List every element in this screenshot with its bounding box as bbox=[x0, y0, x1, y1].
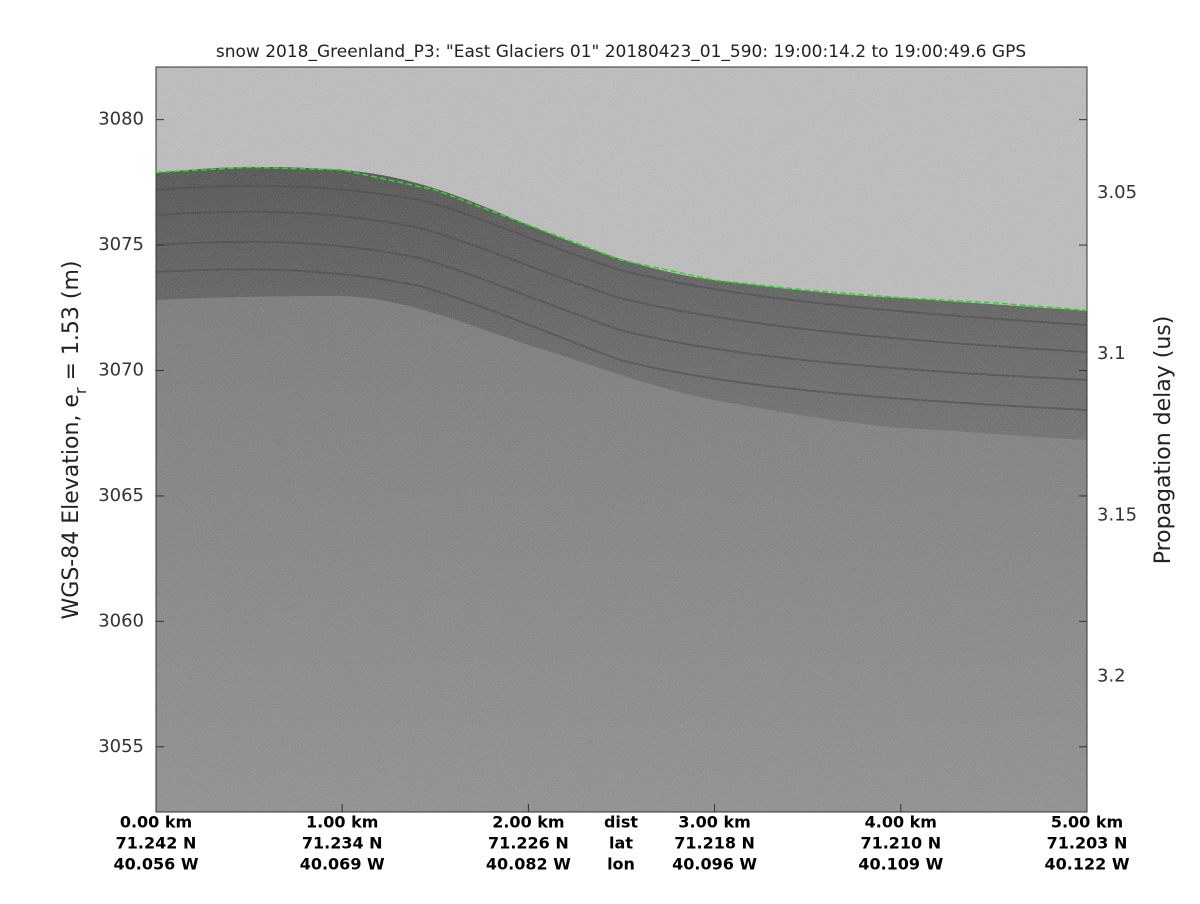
lon-label: 40.069 W bbox=[300, 855, 385, 874]
y2-axis-label: Propagation delay (us) bbox=[1151, 316, 1176, 565]
chart-title: snow 2018_Greenland_P3: "East Glaciers 0… bbox=[216, 42, 1026, 62]
row-label: lat bbox=[609, 834, 633, 853]
lat-label: 71.234 N bbox=[302, 834, 383, 853]
lon-label: 40.096 W bbox=[672, 855, 757, 874]
echogram-image bbox=[156, 67, 1087, 812]
x-tick-label: 2.00 km bbox=[492, 813, 564, 832]
x-tick-label: 1.00 km bbox=[306, 813, 378, 832]
y-tick-label: 3060 bbox=[98, 610, 144, 631]
y-label-sub: r bbox=[71, 387, 90, 394]
y2-tick-label: 3.15 bbox=[1097, 504, 1137, 525]
lat-label: 71.218 N bbox=[674, 834, 755, 853]
y-tick-label: 3070 bbox=[98, 360, 144, 381]
x-tick-label: 5.00 km bbox=[1051, 813, 1123, 832]
y-tick-label: 3055 bbox=[98, 736, 144, 757]
lon-label: 40.082 W bbox=[486, 855, 571, 874]
y-tick-label: 3065 bbox=[98, 485, 144, 506]
lat-label: 71.226 N bbox=[488, 834, 569, 853]
y2-tick-label: 3.2 bbox=[1097, 666, 1126, 687]
y-tick-label: 3080 bbox=[98, 109, 144, 130]
y2-tick-label: 3.1 bbox=[1097, 343, 1126, 364]
y-label-tail: = 1.53 (m) bbox=[59, 261, 84, 388]
y2-tick-label: 3.05 bbox=[1097, 182, 1137, 203]
x-tick-label: 3.00 km bbox=[678, 813, 750, 832]
lon-label: 40.056 W bbox=[114, 855, 199, 874]
lon-label: 40.122 W bbox=[1045, 855, 1130, 874]
lat-label: 71.210 N bbox=[860, 834, 941, 853]
y-axis-label: WGS-84 Elevation, er = 1.53 (m) bbox=[59, 261, 90, 620]
x-tick-label: 4.00 km bbox=[865, 813, 937, 832]
y-label-main: WGS-84 Elevation, e bbox=[59, 394, 84, 619]
row-label: lon bbox=[607, 855, 635, 874]
y-tick-label: 3075 bbox=[98, 234, 144, 255]
lon-label: 40.109 W bbox=[858, 855, 943, 874]
surface-line bbox=[155, 166, 1088, 312]
lat-label: 71.203 N bbox=[1047, 834, 1128, 853]
x-tick-label: 0.00 km bbox=[120, 813, 192, 832]
plot-frame bbox=[155, 66, 1088, 813]
lat-label: 71.242 N bbox=[116, 834, 197, 853]
row-label: dist bbox=[604, 813, 638, 832]
